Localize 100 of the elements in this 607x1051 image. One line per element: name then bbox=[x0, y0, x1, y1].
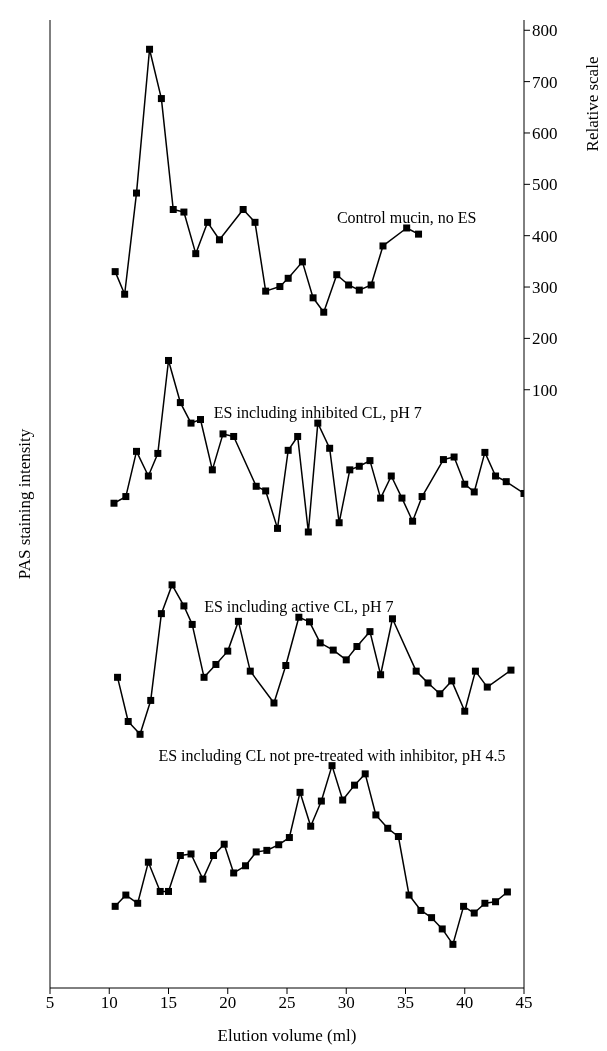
point bbox=[296, 788, 304, 796]
point bbox=[398, 494, 406, 502]
point bbox=[157, 95, 165, 103]
x-tick-label: 35 bbox=[397, 993, 414, 1013]
point bbox=[294, 432, 302, 440]
point bbox=[134, 899, 142, 907]
y-axis-title: PAS staining intensity bbox=[15, 428, 35, 580]
point bbox=[351, 781, 359, 789]
point bbox=[412, 667, 420, 675]
point bbox=[333, 271, 341, 279]
point bbox=[242, 862, 250, 870]
point bbox=[224, 647, 232, 655]
y2-tick-label: 300 bbox=[532, 278, 558, 298]
point bbox=[165, 356, 172, 364]
x-tick-label: 25 bbox=[278, 993, 296, 1013]
point bbox=[306, 618, 314, 626]
point bbox=[122, 891, 130, 899]
point bbox=[460, 902, 468, 910]
y2-tick-label: 100 bbox=[532, 380, 558, 400]
point bbox=[270, 699, 278, 707]
point bbox=[377, 671, 385, 679]
y2-axis-title: Relative scale bbox=[583, 56, 603, 152]
point bbox=[180, 208, 188, 216]
point bbox=[366, 628, 374, 636]
point bbox=[320, 308, 328, 316]
point bbox=[436, 690, 444, 698]
point bbox=[346, 466, 354, 474]
y2-tick-label: 800 bbox=[532, 21, 558, 41]
series-label: ES including active CL, pH 7 bbox=[204, 598, 394, 617]
point bbox=[470, 488, 478, 496]
point bbox=[384, 824, 392, 832]
point bbox=[200, 673, 208, 681]
point bbox=[133, 447, 141, 455]
point bbox=[284, 274, 292, 282]
point bbox=[284, 446, 292, 454]
point bbox=[252, 482, 260, 490]
point bbox=[285, 834, 293, 842]
y2-tick-label: 200 bbox=[532, 329, 558, 349]
point bbox=[176, 399, 184, 407]
series-label: Control mucin, no ES bbox=[336, 208, 477, 226]
point bbox=[188, 620, 196, 628]
point bbox=[192, 250, 200, 258]
point bbox=[263, 846, 271, 854]
point bbox=[424, 679, 432, 687]
y2-tick-label: 400 bbox=[532, 226, 558, 246]
point bbox=[366, 457, 374, 465]
y2-tick-label: 700 bbox=[532, 72, 558, 92]
point bbox=[230, 432, 238, 440]
point bbox=[361, 770, 369, 778]
x-tick-label: 40 bbox=[456, 993, 474, 1013]
point bbox=[276, 283, 284, 291]
point bbox=[111, 268, 119, 276]
point bbox=[449, 940, 457, 948]
point bbox=[168, 581, 176, 589]
point bbox=[246, 667, 254, 675]
point bbox=[314, 419, 322, 427]
point bbox=[220, 840, 228, 848]
point bbox=[387, 472, 395, 480]
point bbox=[379, 242, 387, 250]
point bbox=[438, 925, 446, 933]
point bbox=[483, 683, 491, 691]
point bbox=[210, 852, 218, 860]
point bbox=[252, 848, 260, 856]
x-axis-title: Elution volume (ml) bbox=[217, 1026, 357, 1045]
point bbox=[388, 615, 396, 623]
point bbox=[275, 841, 283, 849]
series-label: ES including CL not pre-treated with inhibitor, pH 4.5 bbox=[158, 746, 506, 765]
point bbox=[298, 258, 306, 266]
point bbox=[122, 493, 130, 501]
point bbox=[461, 480, 469, 488]
point bbox=[146, 45, 154, 53]
x-tick-label: 30 bbox=[337, 993, 355, 1013]
point bbox=[169, 205, 177, 213]
point bbox=[230, 869, 238, 877]
point bbox=[180, 602, 188, 610]
point bbox=[507, 666, 515, 674]
point bbox=[481, 899, 489, 907]
point bbox=[234, 617, 242, 625]
point bbox=[329, 646, 337, 654]
point bbox=[492, 472, 500, 480]
point bbox=[262, 287, 270, 295]
x-tick-label: 15 bbox=[160, 993, 177, 1013]
x-tick-label: 5 bbox=[45, 993, 55, 1013]
point bbox=[439, 456, 447, 464]
point bbox=[215, 236, 223, 244]
point bbox=[335, 519, 343, 527]
point bbox=[165, 887, 172, 895]
point bbox=[121, 290, 129, 298]
point bbox=[470, 909, 478, 917]
point bbox=[204, 218, 212, 226]
point bbox=[197, 416, 204, 424]
x-tick-label: 20 bbox=[219, 993, 237, 1013]
point bbox=[111, 902, 119, 910]
y2-tick-label: 600 bbox=[532, 124, 558, 144]
point bbox=[317, 797, 325, 805]
point bbox=[377, 494, 385, 502]
point bbox=[405, 891, 413, 899]
point bbox=[187, 419, 195, 427]
point bbox=[208, 466, 216, 474]
point bbox=[219, 430, 227, 438]
